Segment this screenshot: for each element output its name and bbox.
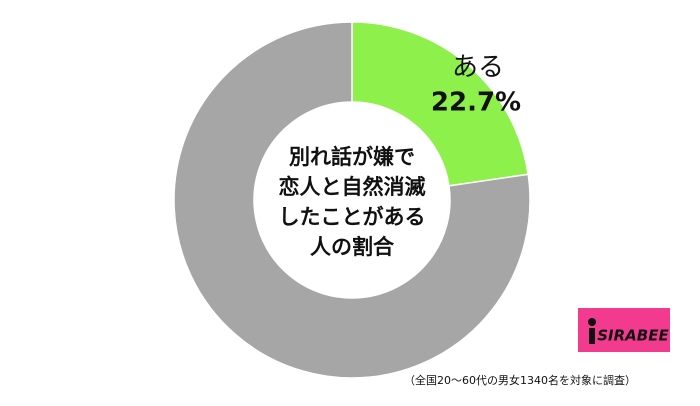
- value-label: 22.7%: [431, 88, 521, 118]
- donut: [173, 21, 531, 379]
- center-title: 人の割合: [310, 235, 395, 259]
- center-title: 別れ話が嫌で: [289, 145, 415, 169]
- slice: [351, 21, 529, 187]
- center-title: 恋人と自然消滅: [279, 175, 426, 199]
- logo-icon: [589, 328, 595, 344]
- slice-label: ある: [452, 53, 504, 83]
- center-title: したことがある: [279, 205, 426, 229]
- logo-text: SIRABEE: [597, 327, 669, 345]
- note: （全国20～60代の男女1340名を対象に調査）: [404, 373, 636, 387]
- logo-icon: [588, 318, 596, 326]
- slice: [173, 21, 531, 379]
